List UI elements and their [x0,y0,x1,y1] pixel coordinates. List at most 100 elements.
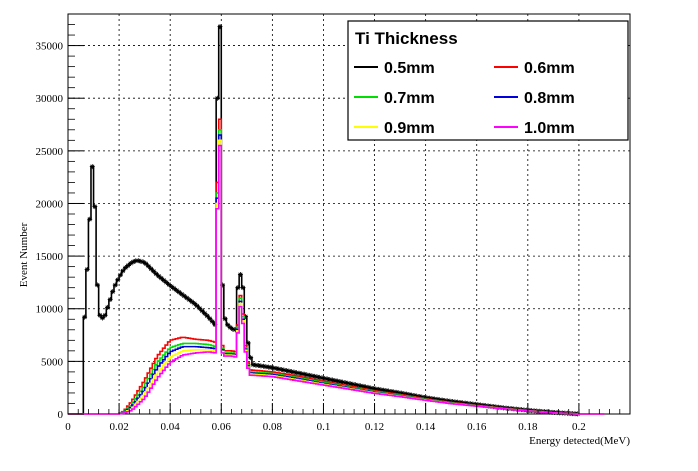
legend-label: 1.0mm [524,120,575,137]
legend-entries: 0.5mm 0.6mm 0.7mm 0.8mm 0.9mm 1.0mm [354,60,575,137]
series-marker [419,394,425,400]
series-marker [115,277,121,283]
series-marker [82,314,88,320]
series-marker [276,366,282,372]
series-marker [340,379,346,385]
series-marker [140,259,146,265]
series-marker [432,396,438,402]
series-marker [455,399,461,405]
x-tick-label: 0.18 [518,421,538,433]
series-marker [393,389,399,395]
y-axis: 0 5000 10000 15000 20000 25000 30000 35000 [36,13,84,421]
series-marker [434,396,440,402]
series-marker [462,400,468,406]
series-marker [117,272,123,278]
series-marker [467,401,473,407]
series-marker [143,261,149,267]
series-marker [368,385,374,391]
series-marker [255,363,261,369]
x-tick-label: 0.12 [365,421,384,433]
series-marker [135,258,141,264]
series-marker [324,376,330,382]
series-marker [148,266,154,272]
series-marker [240,285,246,291]
series-marker [360,383,366,389]
series-marker [347,381,353,387]
x-tick-label: 0.16 [467,421,487,433]
series-marker [94,282,100,288]
series-marker [398,390,404,396]
y-tick-label: 5000 [41,356,64,368]
series-marker [176,289,182,295]
series-marker [447,398,453,404]
series-marker [130,259,136,265]
series-marker [278,367,284,373]
series-marker [283,368,289,374]
series-marker [401,391,407,397]
series-marker [163,279,169,285]
series-marker [424,395,430,401]
series-marker [181,293,187,299]
series-marker [168,284,174,290]
series-marker [225,322,231,328]
y-tick-label: 15000 [36,251,64,263]
series-marker [386,388,392,394]
series-marker [250,362,256,368]
series-marker [107,297,113,303]
series-marker [457,399,463,405]
series-marker [442,397,448,403]
series-marker [202,310,208,316]
series-marker [317,374,323,380]
series-marker [391,389,397,395]
series-marker [138,258,144,264]
x-tick-label: 0.1 [317,421,331,433]
series-marker [396,390,402,396]
series-marker [332,378,338,384]
series-marker [153,271,159,277]
series-marker [414,393,420,399]
series-marker [286,368,292,374]
series-marker [296,370,302,376]
series-marker [207,316,213,322]
series-marker [174,287,180,293]
series-marker [245,340,251,346]
series-marker [191,301,197,307]
series-marker [291,369,297,375]
series-marker [266,364,272,370]
series-marker [125,263,131,269]
y-tick-label: 25000 [36,146,64,158]
series-marker [312,373,318,379]
legend-box [347,20,629,141]
x-tick-label: 0.06 [212,421,232,433]
series-marker [406,392,412,398]
series-marker [102,312,108,318]
series-marker [253,362,259,368]
series-marker [335,378,341,384]
series-marker [237,272,243,278]
series-marker [429,396,435,402]
y-tick-label: 20000 [36,198,64,210]
legend-label: 0.6mm [524,60,575,77]
series-marker [89,164,95,170]
series-marker [156,273,162,279]
series-marker [204,313,210,319]
series-marker [449,399,455,405]
series-0.7mm-line [68,128,605,415]
series-0.8mm-line [68,134,605,415]
series-marker [171,285,177,291]
series-marker [365,384,371,390]
series-marker [158,275,164,281]
series-marker [373,386,379,392]
series-marker [409,392,415,398]
series-marker [299,371,305,377]
series-marker [403,391,409,397]
series-marker [161,277,167,283]
series-marker [235,285,241,291]
series-marker [375,386,381,392]
series-marker [327,377,333,383]
series-marker [122,265,128,271]
series-marker [197,305,203,311]
series-marker [133,258,139,264]
series-marker [145,263,151,269]
series-marker [289,369,295,375]
